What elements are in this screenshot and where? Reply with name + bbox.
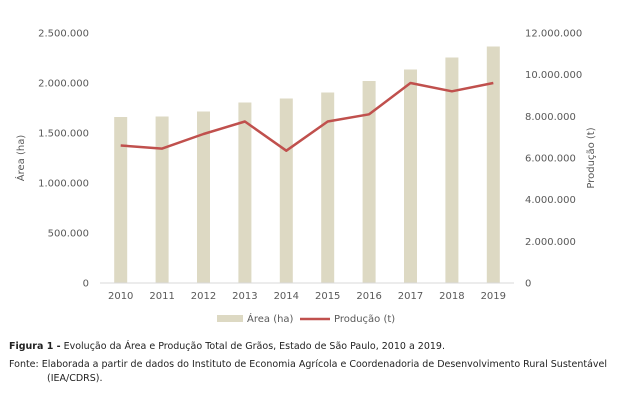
figure-caption: Figura 1 - Evolução da Área e Produção T… xyxy=(9,340,624,353)
x-tick-2018: 2018 xyxy=(439,291,464,302)
line-group xyxy=(120,81,494,152)
legend-area-swatch xyxy=(217,315,243,322)
right-tick-labels: 0 2.000.000 4.000.000 6.000.000 8.000.000 10.… xyxy=(525,29,582,290)
legend: Área (ha) Produção (t) xyxy=(217,312,395,325)
chart: 2010 2011 2012 2013 2014 2015 2016 2017 2018 2019… xyxy=(14,29,597,326)
x-tick-2012: 2012 xyxy=(191,291,216,302)
legend-area-label: Área (ha) xyxy=(247,312,294,325)
source-line-2: (IEA/CDRS). xyxy=(47,373,103,384)
x-tick-2017: 2017 xyxy=(398,291,423,302)
bar-area-2014 xyxy=(279,98,293,283)
source-line-1: Fonte: Elaborada a partir de dados do In… xyxy=(9,359,608,370)
left-tick-5: 2.500.000 xyxy=(38,29,89,40)
bar-area-2019 xyxy=(486,46,500,283)
x-tick-2010: 2010 xyxy=(108,291,133,302)
bar-area-2017 xyxy=(404,69,417,283)
x-tick-2014: 2014 xyxy=(274,291,299,302)
bars-group xyxy=(114,46,500,283)
left-tick-1: 500.000 xyxy=(48,229,89,240)
bar-area-2015 xyxy=(321,92,335,283)
x-tick-2011: 2011 xyxy=(149,291,174,302)
x-tick-2019: 2019 xyxy=(481,291,506,302)
figure-label: Figura 1 - xyxy=(9,341,61,352)
left-tick-0: 0 xyxy=(83,279,89,290)
bar-area-2018 xyxy=(445,57,459,283)
legend-producao-label: Produção (t) xyxy=(334,314,395,325)
right-tick-4: 8.000.000 xyxy=(525,112,576,123)
left-tick-labels: 0 500.000 1.000.000 1.500.000 2.000.000 2.500… xyxy=(38,29,89,290)
figure-text: Evolução da Área e Produção Total de Grã… xyxy=(60,341,445,352)
bar-area-2012 xyxy=(197,111,210,283)
bar-area-2016 xyxy=(362,81,376,283)
left-tick-3: 1.500.000 xyxy=(38,129,89,140)
x-tick-2015: 2015 xyxy=(315,291,340,302)
right-tick-0: 0 xyxy=(525,279,531,290)
left-axis-title: Área (ha) xyxy=(14,135,27,182)
right-tick-5: 10.000.000 xyxy=(525,70,582,81)
line-producao xyxy=(120,81,494,152)
bar-area-2010 xyxy=(114,117,128,283)
right-tick-2: 4.000.000 xyxy=(525,195,576,206)
x-tick-2016: 2016 xyxy=(356,291,381,302)
right-tick-3: 6.000.000 xyxy=(525,154,576,165)
bar-area-2011 xyxy=(155,116,169,283)
x-tick-labels: 2010 2011 2012 2013 2014 2015 2016 2017 2018 2019 xyxy=(108,291,506,302)
left-tick-2: 1.000.000 xyxy=(38,179,89,190)
right-axis-title: Produção (t) xyxy=(586,127,597,188)
x-tick-2013: 2013 xyxy=(232,291,257,302)
left-tick-4: 2.000.000 xyxy=(38,79,89,90)
right-tick-1: 2.000.000 xyxy=(525,237,576,248)
right-tick-6: 12.000.000 xyxy=(525,29,582,40)
bar-area-2013 xyxy=(238,102,252,283)
